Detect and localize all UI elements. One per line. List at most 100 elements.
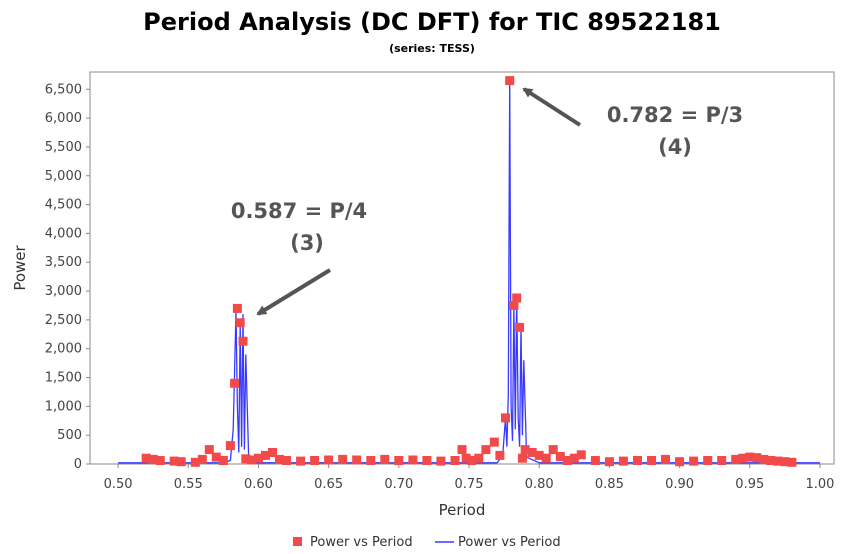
data-point <box>238 336 248 346</box>
y-tick-label: 4,500 <box>45 198 82 213</box>
data-point <box>246 455 256 465</box>
y-tick-label: 500 <box>57 428 82 443</box>
data-point <box>366 456 376 465</box>
data-point <box>745 452 755 462</box>
y-tick-label: 6,500 <box>45 82 82 97</box>
y-tick-label: 2,000 <box>45 342 82 357</box>
x-tick-label: 0.55 <box>174 477 203 492</box>
data-point <box>232 303 242 313</box>
data-point <box>211 452 221 462</box>
data-point <box>501 413 510 423</box>
legend: Power vs Period Power vs Period <box>293 535 561 550</box>
data-point <box>569 453 579 463</box>
data-point <box>541 453 551 463</box>
x-tick-label: 0.90 <box>665 477 694 492</box>
data-point <box>759 454 769 464</box>
chart-subtitle: (series: TESS) <box>389 42 475 55</box>
x-axis: 0.50 0.55 0.60 0.65 0.70 0.75 0.80 0.85 0.90 0.95… <box>104 464 834 492</box>
data-point <box>489 437 499 447</box>
data-point <box>780 457 790 467</box>
x-tick-label: 0.80 <box>525 477 554 492</box>
data-point <box>296 456 306 466</box>
legend-scatter-swatch <box>293 537 302 546</box>
data-point <box>204 445 214 455</box>
data-point <box>512 293 522 303</box>
data-point <box>509 301 519 310</box>
data-point <box>254 453 263 463</box>
legend-scatter-label: Power vs Period <box>310 535 413 550</box>
scatter-series <box>141 76 797 467</box>
data-point <box>141 453 151 463</box>
data-point <box>461 453 471 463</box>
data-point <box>534 450 544 460</box>
data-point <box>380 454 390 464</box>
data-point <box>562 456 572 465</box>
data-point <box>738 453 748 463</box>
data-point <box>225 441 235 451</box>
y-tick-label: 0 <box>74 457 82 472</box>
annotation-p3-arrow <box>522 87 582 127</box>
data-point <box>590 456 600 465</box>
data-point <box>169 456 179 466</box>
data-point <box>235 318 245 328</box>
data-point <box>703 456 713 465</box>
data-point <box>155 456 165 465</box>
data-point <box>731 454 741 464</box>
data-point <box>197 454 207 464</box>
data-point <box>517 453 527 463</box>
data-point <box>689 456 699 466</box>
data-point <box>618 456 628 466</box>
data-point <box>310 456 320 465</box>
data-point <box>481 445 491 455</box>
data-point <box>190 457 200 467</box>
y-tick-label: 3,000 <box>45 284 82 299</box>
annotation-p4-value: 0.587 = P/4 <box>231 199 367 223</box>
data-point <box>474 453 484 463</box>
y-axis: 0 500 1,000 1,500 2,000 2,500 3,000 3,500 4,000 4… <box>45 82 90 472</box>
data-point <box>548 445 558 455</box>
data-point <box>555 452 565 461</box>
y-tick-label: 3,500 <box>45 255 82 270</box>
plot-area <box>89 71 835 465</box>
power-line <box>118 80 820 464</box>
data-point <box>268 448 277 457</box>
x-tick-label: 1.00 <box>805 477 834 492</box>
annotation-p3-index: (4) <box>658 135 692 159</box>
data-point <box>766 456 776 465</box>
data-point <box>717 456 727 465</box>
x-tick-label: 0.60 <box>244 477 273 492</box>
data-point <box>148 454 158 464</box>
data-point <box>675 457 685 467</box>
data-point <box>787 457 797 467</box>
annotation-p3-value: 0.782 = P/3 <box>607 103 743 127</box>
data-point <box>515 322 525 332</box>
data-point <box>633 456 642 465</box>
data-point <box>773 456 783 466</box>
x-tick-label: 0.65 <box>314 477 343 492</box>
data-point <box>527 448 537 457</box>
data-point <box>230 378 240 388</box>
x-tick-label: 0.50 <box>104 477 133 492</box>
data-point <box>352 455 362 465</box>
data-point <box>241 454 251 464</box>
data-point <box>457 445 467 455</box>
chart-title: Period Analysis (DC DFT) for TIC 8952218… <box>143 8 721 36</box>
data-point <box>661 454 670 464</box>
line-series <box>118 80 820 464</box>
data-point <box>422 456 432 465</box>
data-point <box>604 457 614 467</box>
data-point <box>450 456 460 465</box>
data-point <box>394 456 404 465</box>
y-tick-label: 5,000 <box>45 169 82 184</box>
y-tick-label: 2,500 <box>45 313 82 328</box>
annotation-p4-index: (3) <box>290 231 324 255</box>
x-tick-label: 0.70 <box>384 477 413 492</box>
data-point <box>324 455 334 465</box>
x-tick-label: 0.75 <box>455 477 484 492</box>
data-point <box>408 455 418 465</box>
data-point <box>176 457 186 467</box>
data-point <box>520 445 530 455</box>
data-point <box>467 456 477 465</box>
data-point <box>338 454 348 464</box>
